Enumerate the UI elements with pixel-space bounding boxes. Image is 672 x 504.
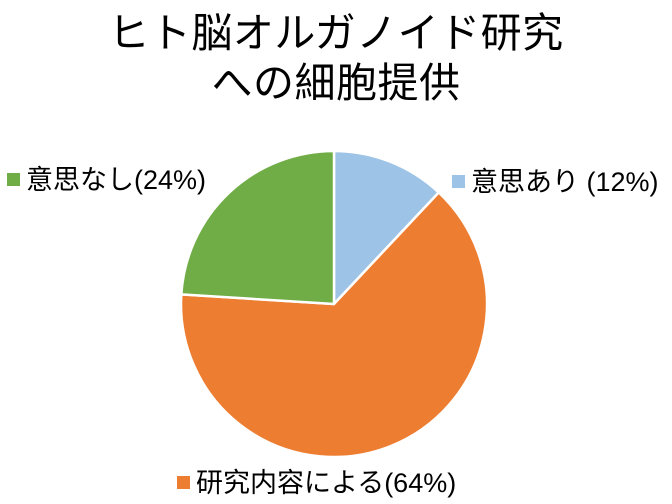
legend-item-ishi-nashi: 意思なし(24%) (7, 163, 206, 197)
pie-chart (179, 149, 489, 459)
pie-slice-1 (179, 191, 489, 459)
pie-slice-0 (332, 149, 440, 306)
legend-item-ishi-ari: 意思あり (12%) (452, 165, 659, 199)
legend-marker-blue (452, 174, 465, 188)
legend-item-kenkyu-naiyo: 研究内容による(64%) (177, 466, 456, 500)
chart-title: ヒト脳オルガノイド研究 への細胞提供 (108, 10, 564, 107)
legend-marker-orange (177, 475, 190, 489)
legend-label-ishi-ari: 意思あり (12%) (471, 167, 659, 197)
legend-label-ishi-nashi: 意思なし(24%) (26, 165, 207, 195)
legend-label-kenkyu-naiyo: 研究内容による(64%) (196, 468, 457, 498)
pie-slice-2 (180, 149, 336, 306)
legend-marker-green (7, 172, 20, 186)
